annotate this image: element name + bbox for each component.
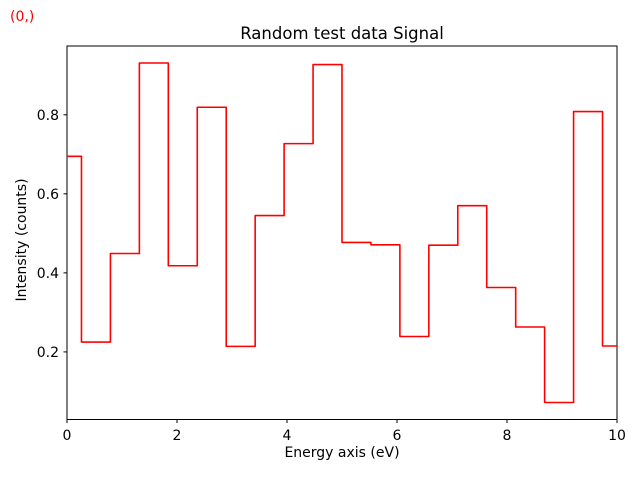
x-tick-label: 2 — [173, 428, 182, 444]
y-tick-label: 0.4 — [37, 266, 59, 282]
x-tick-label: 8 — [503, 428, 512, 444]
shape-annotation-text: (0,) — [10, 9, 35, 25]
y-tick-label: 0.8 — [37, 108, 59, 124]
axes-frame — [66, 45, 618, 420]
x-tick-label: 0 — [63, 428, 72, 444]
axes-layer: 0 2 4 6 8 10 0.2 0.4 0.6 0.8 — [37, 45, 626, 444]
signal-step-line — [67, 62, 617, 404]
x-tick-label: 4 — [283, 428, 292, 444]
x-tick-label: 6 — [393, 428, 402, 444]
y-tick-label: 0.2 — [37, 345, 59, 361]
y-axis-label: Intensity (counts) — [14, 178, 30, 301]
y-tick-label: 0.6 — [37, 187, 59, 203]
x-tick-label: 10 — [608, 428, 626, 444]
chart-title: Random test data Signal — [240, 24, 444, 43]
x-axis-label: Energy axis (eV) — [284, 445, 399, 461]
